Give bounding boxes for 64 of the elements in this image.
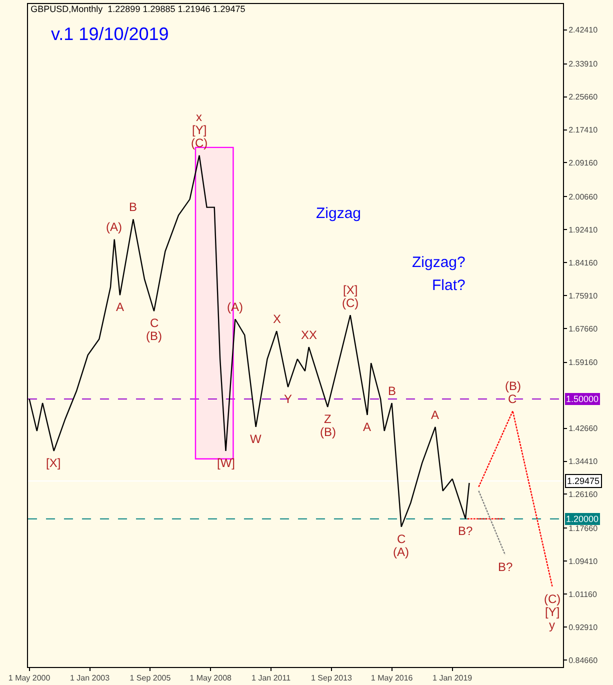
annotation: [Y] <box>192 123 207 137</box>
annotation: (B) <box>320 425 336 439</box>
y-tick-label: 1.34410 <box>568 457 598 466</box>
annotation: (B) <box>505 379 521 393</box>
annotation: y <box>549 618 555 632</box>
y-tick-label: 1.42660 <box>568 424 598 434</box>
annotation: W <box>250 432 262 446</box>
y-tick-label: 1.17660 <box>568 524 598 533</box>
y-tick-label: 2.09160 <box>568 158 598 168</box>
annotation: C <box>508 392 517 406</box>
annotation: B? <box>458 524 474 538</box>
annotation: C <box>150 316 159 330</box>
y-tick-label: 1.59160 <box>568 358 598 368</box>
y-tick-label: 2.00660 <box>568 192 598 202</box>
x-tick-label: 1 Jan 2019 <box>432 674 473 683</box>
y-tick-label: 1.92410 <box>568 225 598 234</box>
y-tick-label: 1.26160 <box>568 490 598 500</box>
ref-line-label: 1.20000 <box>566 514 599 524</box>
annotation: X <box>273 312 282 326</box>
y-tick-label: 2.17410 <box>568 126 598 135</box>
y-tick-label: 1.67660 <box>568 324 598 334</box>
ref-line-label: 1.50000 <box>566 394 599 404</box>
annotation: (C) <box>342 296 359 310</box>
y-tick-label: 1.75910 <box>568 291 598 300</box>
y-tick-label: 0.92910 <box>568 622 598 632</box>
annotation: XX <box>301 328 318 342</box>
annotation: [Y] <box>545 605 560 619</box>
y-tick-label: 0.84660 <box>568 656 598 665</box>
annotation: Zigzag? <box>412 254 466 271</box>
x-tick-label: 1 Jan 2003 <box>70 674 110 683</box>
y-tick-label: 1.09410 <box>568 556 598 566</box>
annotation: B? <box>498 560 514 574</box>
ref-line-label: 1.29475 <box>567 476 600 486</box>
y-tick-label: 1.84160 <box>568 258 598 268</box>
x-tick-label: 1 May 2008 <box>190 674 232 683</box>
x-tick-label: 1 May 2000 <box>8 674 51 683</box>
annotation: (C) <box>544 592 561 606</box>
x-tick-label: 1 May 2016 <box>370 674 414 683</box>
annotation: Z <box>324 412 332 426</box>
annotation: [X] <box>46 456 61 470</box>
x-tick-label: 1 Sep 2005 <box>130 674 172 683</box>
annotation: (A) <box>393 545 409 559</box>
annotation: x <box>196 110 202 124</box>
annotation: A <box>431 408 440 422</box>
annotation: [W] <box>217 456 235 470</box>
annotation: A <box>116 300 124 314</box>
y-tick-label: 1.01160 <box>568 590 598 599</box>
annotation: C <box>397 532 406 546</box>
x-tick-label: 1 Sep 2013 <box>311 674 352 683</box>
annotation: (A) <box>106 220 122 234</box>
text: v.1 19/10/2019 <box>51 24 169 44</box>
annotation: (B) <box>146 329 162 343</box>
chart-title: GBPUSD,Monthly 1.22899 1.29885 1.21946 1.29475 <box>30 4 246 14</box>
y-tick-label: 2.33910 <box>568 60 598 69</box>
annotation: B <box>388 384 396 398</box>
annotation: (C) <box>191 136 208 150</box>
annotation: Zigzag <box>316 205 362 222</box>
annotation: Flat? <box>432 277 466 294</box>
annotation: [X] <box>343 283 358 297</box>
annotation: A <box>363 420 372 434</box>
x-tick-label: 1 Jan 2011 <box>252 674 292 683</box>
y-tick-label: 2.25660 <box>568 92 598 102</box>
annotation: B <box>129 200 138 214</box>
y-tick-label: 2.42410 <box>568 26 598 35</box>
